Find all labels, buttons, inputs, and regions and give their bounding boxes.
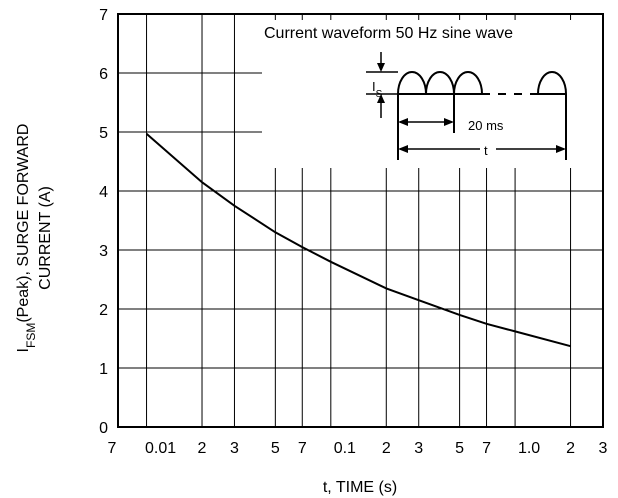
sine-humps [397, 71, 483, 95]
x-tick-label: 3 [414, 440, 423, 457]
y-tick-labels: 0 1 2 3 4 5 6 7 [99, 7, 108, 437]
last-hump [536, 71, 568, 95]
x-tick-label: 5 [271, 440, 280, 457]
peak-label: IS [372, 79, 383, 100]
x-tick-label: 7 [108, 440, 117, 457]
y-tick-label: 6 [99, 66, 108, 83]
x-tick-label: 2 [382, 440, 391, 457]
duration-arrow-left [398, 145, 408, 153]
x-tick-label: 7 [482, 440, 491, 457]
peak-arrow-top-head [377, 63, 385, 72]
inset-title: Current waveform 50 Hz sine wave [264, 25, 513, 42]
x-tick-label: 2 [198, 440, 207, 457]
y-tick-label: 5 [99, 125, 108, 142]
y-axis-label: IFSM(Peak), SURGE FORWARD [15, 124, 38, 353]
x-tick-label: 0.1 [334, 440, 356, 457]
duration-arrow-right [556, 145, 566, 153]
x-tick-label: 3 [599, 440, 608, 457]
y-tick-label: 0 [99, 420, 108, 437]
plot-frame [117, 13, 604, 428]
y-tick-label: 2 [99, 302, 108, 319]
x-tick-label: 5 [455, 440, 464, 457]
y-tick-label: 4 [99, 184, 108, 201]
x-tick-label: 0.01 [145, 440, 176, 457]
x-tick-label: 1.0 [518, 440, 540, 457]
x-axis-label: t, TIME (s) [323, 479, 397, 496]
inset-waveform: Current waveform 50 Hz sine wave IS 20 m… [262, 20, 602, 168]
x-tick-label: 2 [566, 440, 575, 457]
y-tick-label: 1 [99, 361, 108, 378]
duration-label: t [484, 143, 488, 158]
x-tick-label: 3 [230, 440, 239, 457]
y-axis-label-line2: CURRENT (A) [37, 186, 54, 290]
y-tick-label: 3 [99, 243, 108, 260]
period-label: 20 ms [468, 118, 504, 133]
x-tick-labels: 7 0.01 2 3 5 7 0.1 2 3 5 7 1.0 2 3 [108, 440, 608, 457]
x-tick-label: 7 [298, 440, 307, 457]
period-arrow-right [444, 118, 454, 126]
peak-arrow-bottom-head [377, 94, 385, 103]
y-tick-label: 7 [99, 7, 108, 24]
series-line [145, 133, 571, 348]
period-arrow-left [398, 118, 408, 126]
